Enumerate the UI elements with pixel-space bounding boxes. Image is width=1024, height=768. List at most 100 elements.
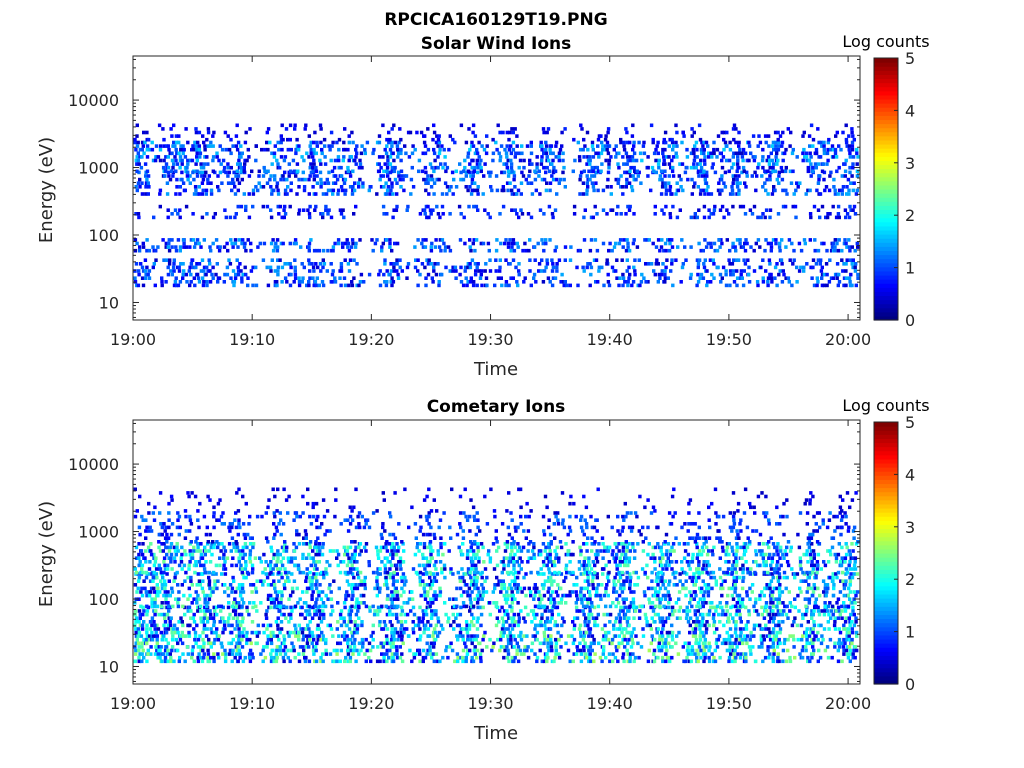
heat-cell: [789, 130, 793, 135]
heat-cell: [854, 192, 859, 196]
heat-cell: [441, 655, 445, 660]
heat-cell: [542, 165, 546, 170]
heat-cell: [233, 609, 238, 613]
heat-cell: [830, 144, 835, 148]
heat-cell: [625, 258, 629, 262]
heat-cell: [234, 590, 238, 594]
heat-cell: [537, 262, 542, 266]
heat-cell: [180, 583, 184, 587]
colorbar-segment: [874, 135, 898, 141]
heat-cell: [471, 158, 475, 163]
heat-cell: [840, 192, 844, 196]
heat-cell: [271, 630, 275, 635]
heat-cell: [414, 536, 418, 540]
heat-cell: [572, 212, 577, 216]
heat-cell: [412, 655, 417, 660]
heat-cell: [702, 265, 707, 270]
heat-cell: [354, 612, 359, 617]
heat-cell: [314, 612, 319, 617]
heat-cell: [376, 552, 380, 557]
heat-cell: [148, 590, 153, 594]
heat-cell: [227, 525, 231, 530]
heat-cell: [627, 265, 631, 270]
heat-cell: [146, 174, 151, 178]
heat-cell: [158, 192, 162, 196]
heat-cell: [354, 604, 359, 609]
heat-cell: [668, 137, 672, 142]
heat-cell: [165, 605, 169, 610]
heat-cell: [724, 158, 729, 163]
heat-cell: [161, 127, 165, 131]
heat-cell: [791, 169, 795, 174]
heat-cell: [670, 192, 674, 196]
heat-cell: [576, 248, 581, 253]
heat-cell: [138, 623, 143, 628]
colorbar-segment: [874, 307, 898, 313]
heat-cell: [164, 601, 168, 605]
heat-cell: [235, 586, 239, 591]
heat-cell: [173, 560, 177, 564]
heat-cell: [439, 623, 444, 628]
heat-cell: [200, 659, 205, 664]
heat-cell: [184, 529, 188, 533]
heat-cell: [170, 134, 174, 138]
heat-cell: [538, 208, 543, 212]
heat-cell: [515, 241, 519, 246]
heat-cell: [410, 590, 414, 594]
heat-cell: [425, 641, 429, 646]
heat-cell: [450, 487, 454, 492]
solar-wind-panel: Solar Wind Ions 19:00 19:10 19:20 19:30 19:4…: [36, 32, 930, 380]
colorbar-segment: [874, 291, 898, 297]
heat-cell: [409, 177, 414, 182]
heat-cell: [298, 570, 302, 575]
heat-cell: [352, 505, 356, 510]
heat-cell: [430, 655, 434, 660]
heat-cell: [198, 501, 202, 506]
heat-cell: [820, 144, 824, 148]
heat-cell: [671, 283, 675, 288]
heat-cell: [272, 634, 276, 638]
heat-cell: [392, 579, 396, 583]
heat-cell: [741, 204, 746, 209]
heat-cell: [163, 590, 167, 594]
heat-cell: [385, 556, 389, 560]
heat-cell: [140, 563, 145, 568]
heat-cell: [498, 258, 502, 262]
heat-cell: [368, 609, 372, 613]
heat-cell: [138, 185, 142, 189]
heat-cell: [676, 188, 681, 193]
heat-cell: [178, 192, 182, 196]
heat-cell: [322, 637, 326, 642]
heat-cell: [454, 616, 458, 620]
heat-cell: [231, 648, 235, 653]
heat-cell: [695, 215, 699, 220]
heat-cell: [286, 511, 290, 515]
heat-cell: [771, 165, 775, 170]
heat-cell: [211, 616, 216, 620]
heat-cell: [689, 151, 694, 156]
heat-cell: [356, 623, 360, 628]
heat-cell: [456, 655, 460, 660]
heat-cell: [151, 575, 155, 580]
heat-cell: [209, 641, 213, 646]
heat-cell: [831, 241, 836, 246]
heat-cell: [811, 165, 815, 170]
solar-wind-heatmap: [133, 123, 860, 288]
heat-cell: [163, 627, 167, 631]
heat-cell: [150, 597, 154, 601]
heat-cell: [505, 181, 510, 185]
heat-cell: [194, 540, 198, 544]
heat-cell: [354, 162, 358, 166]
heat-cell: [481, 241, 486, 246]
heat-cell: [180, 177, 184, 182]
heat-cell: [544, 188, 549, 193]
heat-cell: [811, 169, 815, 174]
heat-cell: [761, 147, 765, 152]
heat-cell: [430, 556, 434, 560]
heat-cell: [312, 560, 316, 564]
heat-cell: [336, 552, 341, 557]
heat-cell: [311, 165, 315, 170]
heat-cell: [723, 170, 728, 175]
heat-cell: [662, 155, 666, 159]
heat-cell: [737, 140, 741, 145]
